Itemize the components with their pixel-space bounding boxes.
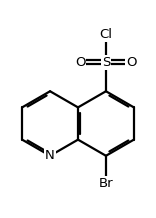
Text: N: N	[45, 149, 55, 162]
Text: O: O	[75, 56, 85, 69]
Text: Cl: Cl	[99, 28, 112, 41]
Text: S: S	[102, 56, 110, 69]
Text: O: O	[127, 56, 137, 69]
Text: Br: Br	[99, 177, 113, 190]
